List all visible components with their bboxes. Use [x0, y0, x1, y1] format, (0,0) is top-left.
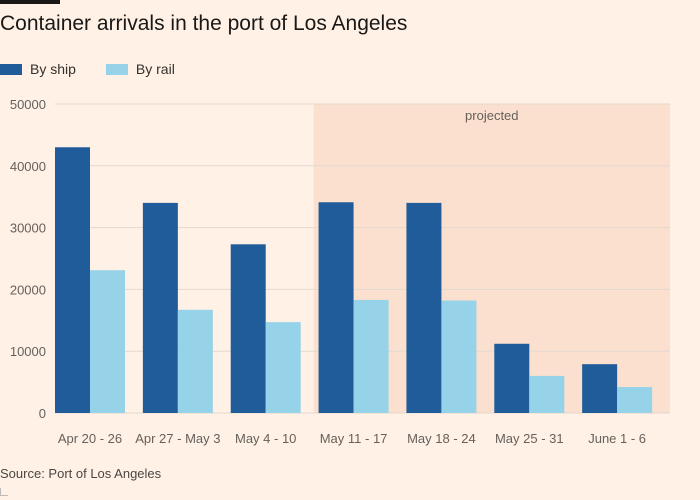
bar-ship [142, 202, 178, 413]
bar-ship [318, 202, 354, 413]
bar-ship [55, 147, 90, 413]
legend-swatch-ship [0, 63, 22, 75]
chart-title: Container arrivals in the port of Los An… [0, 12, 408, 35]
projected-label: projected [465, 108, 518, 123]
legend-swatch-rail [105, 63, 128, 75]
y-tick-label: 30000 [10, 221, 46, 236]
bar-rail [353, 299, 389, 413]
source-note: Source: Port of Los Angeles [0, 466, 162, 481]
corner-mark [0, 488, 8, 496]
x-tick-label: May 4 - 10 [235, 431, 296, 446]
bar-ship [230, 244, 266, 413]
legend-item-ship: By ship [0, 61, 76, 77]
y-tick-label: 20000 [10, 282, 46, 297]
x-tick-label: May 11 - 17 [320, 431, 388, 446]
x-tick-label: June 1 - 6 [588, 431, 646, 446]
x-tick-label: Apr 20 - 26 [58, 431, 122, 446]
x-tick-label: May 18 - 24 [407, 431, 476, 446]
brand-top-rule [0, 0, 60, 4]
y-tick-label: 40000 [10, 159, 46, 174]
chart-legend: By ship By rail [0, 60, 205, 78]
legend-label-rail: By rail [135, 61, 175, 77]
bar-rail [529, 375, 565, 413]
y-tick-label: 10000 [10, 344, 46, 359]
bar-chart: 0 10000 20000 30000 40000 50000 projected Apr 2… [10, 97, 670, 446]
x-tick-label: Apr 27 - May 3 [135, 431, 220, 446]
bar-rail [90, 270, 125, 413]
bar-rail [441, 300, 477, 413]
legend-item-rail: By rail [105, 61, 175, 77]
bar-ship [582, 364, 618, 413]
bar-rail [265, 322, 301, 413]
bar-rail [177, 309, 213, 413]
bar-rail [617, 387, 653, 413]
y-tick-label: 50000 [10, 97, 46, 112]
x-tick-label: May 25 - 31 [495, 431, 564, 446]
bar-ship [494, 343, 530, 413]
legend-label-ship: By ship [30, 61, 76, 77]
y-tick-label: 0 [39, 406, 46, 421]
bar-ship [406, 202, 442, 413]
